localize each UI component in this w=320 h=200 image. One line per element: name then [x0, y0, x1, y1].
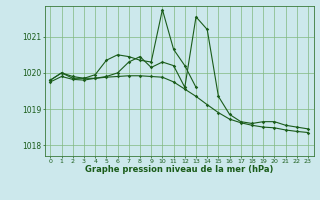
X-axis label: Graphe pression niveau de la mer (hPa): Graphe pression niveau de la mer (hPa): [85, 165, 273, 174]
